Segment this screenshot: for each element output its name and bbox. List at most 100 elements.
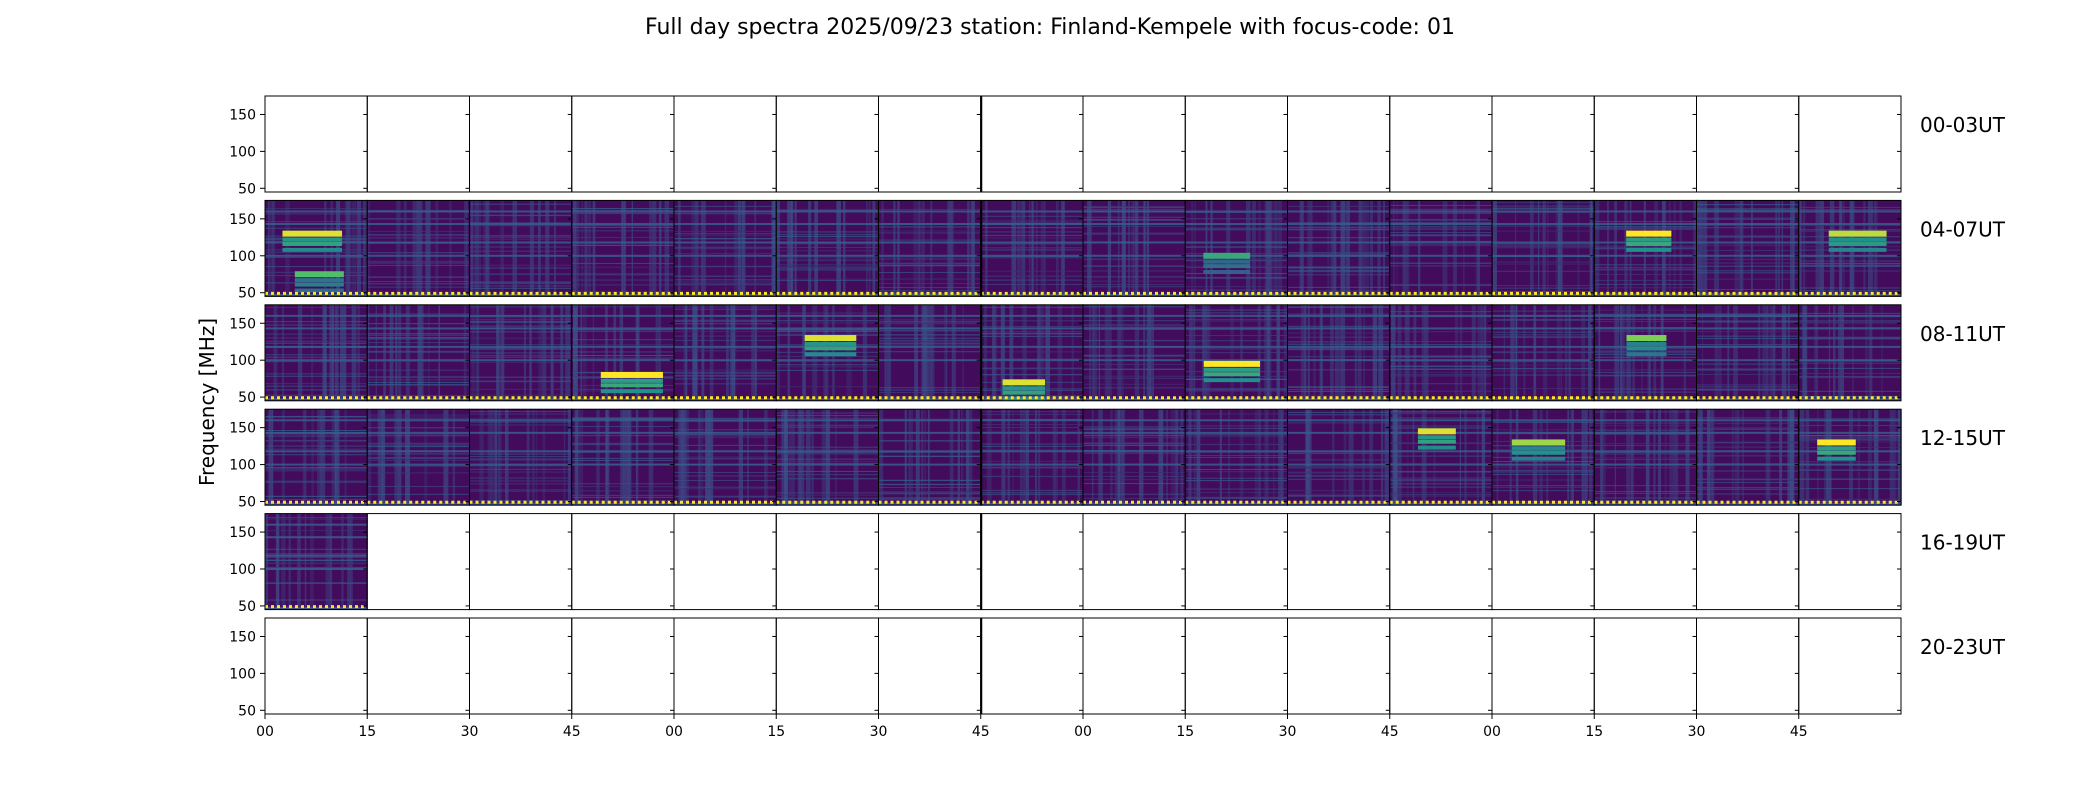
spectrogram-panel [1593,408,1697,506]
spectrogram-panel [571,408,675,506]
spectrogram-panel [1593,95,1697,193]
spectrogram-panel [878,95,982,193]
x-tick-label: 15 [767,724,785,740]
spectrogram-panel [1491,95,1595,193]
spectrogram-panel [1593,199,1697,297]
spectrogram-panel [1798,304,1902,402]
x-tick-label: 30 [870,724,888,740]
spectrogram-panel [1184,513,1288,611]
y-tick-label: 100 [229,249,256,265]
spectrogram-panel [1389,95,1493,193]
spectrogram-panel [1798,199,1902,297]
row-04-07UT: 50 100 150 04-07UT [229,199,2006,302]
spectrogram-panel [469,408,573,506]
y-tick-label: 150 [229,316,256,332]
spectrogram-panel [673,513,777,611]
spectrogram-panel [980,408,1084,506]
x-tick-label: 45 [1790,724,1808,740]
spectrogram-panel [264,199,368,297]
spectrogram-panel [1696,95,1800,193]
spectrogram-panel [1082,513,1186,611]
spectrogram-panel [1082,617,1186,715]
chart-title: Full day spectra 2025/09/23 station: Fin… [645,15,1455,40]
spectrogram-panel [980,199,1084,297]
y-tick-label: 50 [238,599,256,615]
spectrogram-panel [980,617,1084,715]
spectrogram-panel [1491,513,1595,611]
spectrogram-panel [775,408,879,506]
spectrogram-panel [673,304,777,402]
spectrogram-panel [1491,199,1595,297]
spectrogram-panel [366,617,470,715]
spectrogram-panel [775,199,879,297]
spectrogram-panel [469,617,573,715]
spectrogram-panel [1798,95,1902,193]
spectrogram-panel [1798,617,1902,715]
y-tick-label: 150 [229,629,256,645]
spectrogram-panel [264,304,368,402]
y-axis-label: Frequency [MHz] [195,318,219,486]
spectrogram-panel [775,95,879,193]
y-tick-label: 100 [229,458,256,474]
row-label: 20-23UT [1920,635,2006,659]
spectrogram-panel [366,304,470,402]
y-tick-label: 100 [229,562,256,578]
spectrogram-panel [1696,513,1800,611]
x-tick-label: 45 [972,724,990,740]
spectrogram-panel [1184,199,1288,297]
spectrogram-panel [1696,408,1800,506]
spectrogram-panel [1389,617,1493,715]
spectrogram-panel [1696,304,1800,402]
spectrogram-panel [673,199,778,297]
spectrogram-panel [775,617,879,715]
x-tick-label: 00 [1074,724,1092,740]
spectrogram-panel [1287,408,1391,506]
spectrogram-panel [878,617,982,715]
x-tick-label: 15 [358,724,376,740]
row-16-19UT: 50 100 150 16-19UT [229,513,2006,615]
y-tick-label: 150 [229,212,256,228]
spectrogram-panel [1798,408,1902,506]
x-tick-label: 15 [1585,724,1603,740]
x-tick-label: 15 [1176,724,1194,740]
spectrogram-panel [1082,304,1186,402]
y-tick-label: 150 [229,107,256,123]
spectrogram-panel [1491,408,1595,506]
spectrogram-panel [1082,408,1186,506]
spectrogram-panel [366,199,470,297]
spectrogram-panel [571,513,675,611]
spectrogram-panel [469,95,573,193]
row-label: 12-15UT [1920,426,2006,450]
spectrogram-panel [1696,617,1800,715]
spectrogram-panel [1593,617,1697,715]
spectrogram-panel [878,199,982,297]
spectrogram-panel [980,95,1084,193]
x-tick-label: 00 [256,724,274,740]
spectrogram-panel [878,304,982,402]
y-tick-label: 100 [229,666,256,682]
spectrogram-panel [980,304,1084,402]
spectrogram-panel [1287,199,1391,297]
spectrogram-panel [1389,304,1493,402]
row-label: 04-07UT [1920,217,2006,241]
row-label: 16-19UT [1920,531,2006,555]
spectrogram-panel [469,199,573,297]
spectrogram-panel [1389,199,1493,297]
x-tick-label: 00 [665,724,683,740]
row-label: 08-11UT [1920,322,2006,346]
spectrogram-panel [878,408,982,506]
spectrogram-panel [1082,199,1186,297]
spectrogram-panel [673,617,777,715]
spectrogram-panel [1389,408,1493,506]
x-tick-label: 30 [461,724,479,740]
y-tick-label: 50 [238,286,256,302]
x-tick-label: 00 [1483,724,1501,740]
y-tick-label: 50 [238,390,256,406]
spectrogram-panel [469,304,573,402]
spectrogram-panel [1184,95,1288,193]
spectrogram-panel [1798,513,1902,611]
spectrogram-panel [878,513,982,611]
spectrogram-panel [469,513,573,611]
spectrogram-panel [1491,617,1595,715]
row-label: 00-03UT [1920,113,2006,137]
